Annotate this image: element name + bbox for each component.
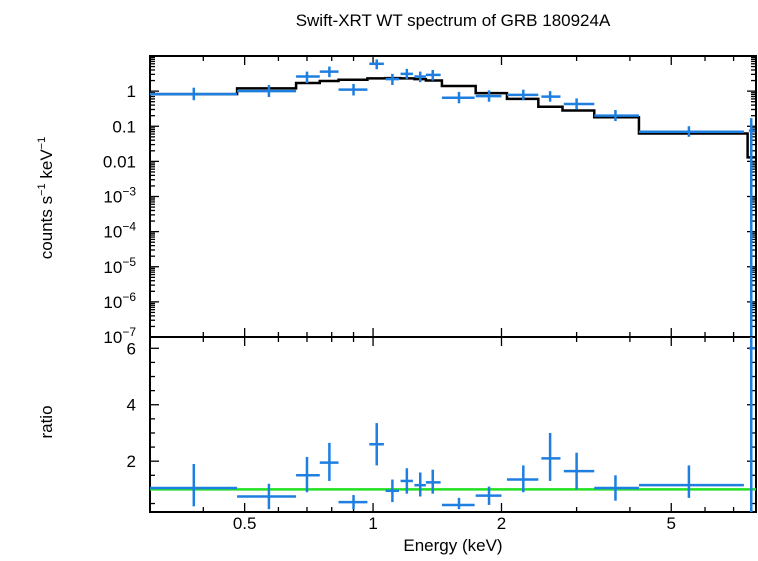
spectrum-data-point <box>475 90 502 102</box>
spectrum-data-point <box>150 87 238 101</box>
x-axis-label: Energy (keV) <box>403 536 502 555</box>
y-tick-base: 10 <box>103 188 122 207</box>
y-tick-label: 10−5 <box>103 255 136 277</box>
ratio-data-point <box>414 472 426 497</box>
ratio-data-point <box>563 452 595 490</box>
ratio-data-point <box>541 432 561 481</box>
spectrum-data-point <box>425 69 441 81</box>
spectrum-data-point <box>414 71 426 83</box>
ratio-frame <box>149 336 757 513</box>
y-tick-exponent: −5 <box>122 255 136 269</box>
spectrum-data-point <box>369 59 384 70</box>
y-tick-label: 10−6 <box>103 290 136 312</box>
spectrum-data-point <box>338 83 368 96</box>
ylabel-main: counts s <box>37 196 56 259</box>
spectrum-data-point <box>319 66 339 78</box>
y-tick-base: 10 <box>103 328 122 347</box>
spectrum-data-point <box>441 91 475 104</box>
ratio-data-point <box>237 483 297 510</box>
y-tick-exponent: −3 <box>122 185 136 199</box>
y-tick-label: 10−3 <box>103 185 136 207</box>
ratio-data-point <box>369 423 384 466</box>
spectrum-data-point <box>563 98 595 110</box>
ratio-y-tick-label: 6 <box>127 339 136 358</box>
ratio-data-point <box>338 495 368 510</box>
y-tick-base: 10 <box>103 258 122 277</box>
ratio-data-point <box>319 442 339 481</box>
y-tick-label: 10−4 <box>103 220 136 242</box>
chart-title: Swift-XRT WT spectrum of GRB 180924A <box>296 11 611 30</box>
spectrum-data-point <box>385 73 399 85</box>
y-tick-exponent: −4 <box>122 220 136 234</box>
y-axis-label-ratio: ratio <box>37 405 56 438</box>
y-tick-base: 10 <box>103 223 122 242</box>
ratio-data-point <box>400 468 413 494</box>
model-line <box>150 76 756 159</box>
x-tick-label: 2 <box>497 514 506 533</box>
y-tick-label: 1 <box>127 82 136 101</box>
spectrum-data-point <box>541 91 561 102</box>
spectrum-data-point <box>506 89 539 101</box>
ratio-data-point <box>425 469 441 494</box>
ratio-data-point <box>150 464 238 507</box>
spectrum-data-point <box>594 110 639 122</box>
ratio-y-tick-label: 2 <box>127 452 136 471</box>
ratio-data-point <box>441 497 475 510</box>
ratio-data-point <box>638 465 744 498</box>
ratio-data-point <box>748 337 755 512</box>
y-tick-base: 10 <box>103 293 122 312</box>
spectrum-data-point <box>400 68 413 80</box>
spectrum-data-point <box>748 118 755 337</box>
spectrum-data-point <box>638 126 744 137</box>
ratio-y-tick-label: 4 <box>127 396 136 415</box>
ratio-data-point <box>296 456 320 493</box>
ratio-data-point <box>594 475 639 501</box>
y-tick-label: 0.01 <box>103 152 136 171</box>
ratio-data-point <box>475 486 502 505</box>
y-tick-exponent: −7 <box>122 325 136 339</box>
x-tick-label: 0.5 <box>233 514 257 533</box>
x-tick-label: 1 <box>368 514 377 533</box>
x-tick-label: 5 <box>667 514 676 533</box>
ratio-data-point <box>385 479 399 503</box>
y-tick-exponent: −6 <box>122 290 136 304</box>
y-tick-label: 10−7 <box>103 325 136 347</box>
ratio-data-point <box>506 465 539 493</box>
spectrum-data-point <box>237 84 297 98</box>
spectrum-data-point <box>296 71 320 84</box>
ylabel-sup1: −1 <box>36 183 48 196</box>
ratio-panel: 0.5 1 2 5 2 4 6 <box>127 336 757 533</box>
ylabel-mid: keV <box>37 149 56 184</box>
ylabel-sup2: −1 <box>36 137 48 150</box>
y-tick-label: 0.1 <box>112 117 136 136</box>
y-axis-label-spectrum: counts s−1 keV−1 <box>36 137 56 259</box>
